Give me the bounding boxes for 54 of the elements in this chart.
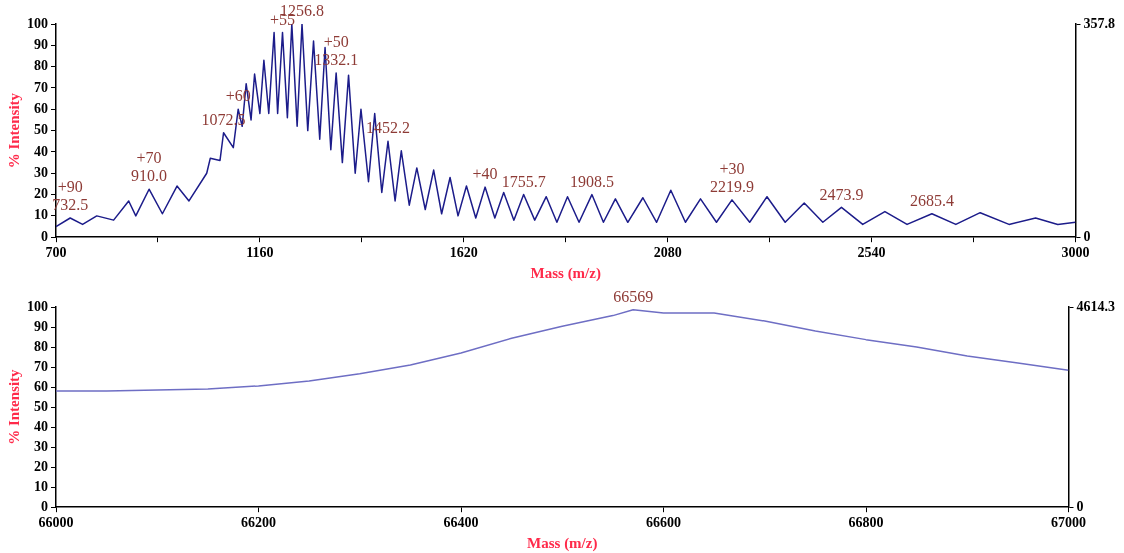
annotation: 910.0 bbox=[131, 167, 168, 185]
y-tick-label: 40 bbox=[34, 418, 48, 434]
x-tick-label: 700 bbox=[45, 245, 67, 261]
y-tick-label: 50 bbox=[34, 122, 48, 138]
y-tick-label: 40 bbox=[34, 143, 48, 159]
x-tick-label: 66600 bbox=[646, 515, 681, 531]
y-tick-label: 10 bbox=[34, 478, 48, 494]
annotation: 1755.7 bbox=[501, 172, 546, 190]
y-tick-label: 90 bbox=[34, 318, 48, 334]
x-tick-label: 66400 bbox=[443, 515, 479, 531]
annotation: 2685.4 bbox=[909, 191, 954, 209]
annotation: +40 bbox=[472, 165, 498, 183]
y-tick-label: 60 bbox=[34, 378, 48, 394]
y-tick-label: 70 bbox=[34, 358, 48, 374]
x-axis-title: Mass (m/z) bbox=[530, 264, 601, 282]
y-tick-label: 80 bbox=[34, 58, 48, 74]
y-tick-label: 10 bbox=[34, 207, 48, 223]
y-tick-label: 90 bbox=[34, 36, 48, 52]
y-tick-label: 30 bbox=[34, 438, 48, 454]
annotation: +50 bbox=[323, 33, 349, 51]
x-tick-label: 67000 bbox=[1051, 515, 1086, 531]
y-tick-label: 0 bbox=[41, 498, 48, 514]
annotation: +90 bbox=[57, 178, 83, 196]
x-tick-label: 2540 bbox=[857, 245, 886, 261]
y-tick-label: 60 bbox=[34, 100, 48, 116]
x-tick-label: 2080 bbox=[653, 245, 682, 261]
y-axis-title: % Intensity bbox=[5, 368, 22, 445]
annotation: 2219.9 bbox=[709, 178, 754, 196]
annotation: 66569 bbox=[613, 288, 654, 306]
y-tick-label: 80 bbox=[34, 338, 48, 354]
y-tick-label: 100 bbox=[27, 15, 48, 31]
y-tick-label: 100 bbox=[27, 298, 48, 314]
y-tick-label: 30 bbox=[34, 164, 48, 180]
y-tick-label: 50 bbox=[34, 398, 48, 414]
x-tick-label: 66200 bbox=[241, 515, 276, 531]
annotation: +30 bbox=[719, 160, 745, 178]
y2-tick-label: 0 bbox=[1076, 498, 1084, 514]
y2-tick-label: 0 bbox=[1083, 228, 1091, 244]
annotation: 1908.5 bbox=[569, 172, 614, 190]
y-tick-label: 0 bbox=[41, 228, 48, 244]
y-tick-label: 20 bbox=[34, 186, 48, 202]
y-axis-title: % Intensity bbox=[5, 92, 22, 169]
x-tick-label: 66800 bbox=[848, 515, 884, 531]
annotation: +70 bbox=[136, 149, 162, 167]
x-tick-label: 1160 bbox=[246, 245, 274, 261]
y-tick-label: 70 bbox=[34, 79, 48, 95]
x-tick-label: 3000 bbox=[1061, 245, 1090, 261]
x-axis-title: Mass (m/z) bbox=[527, 534, 598, 552]
annotation: 2473.9 bbox=[819, 185, 864, 203]
y-tick-label: 20 bbox=[34, 458, 48, 474]
x-tick-label: 1620 bbox=[449, 245, 478, 261]
x-tick-label: 66000 bbox=[38, 515, 74, 531]
y2-tick-label: 4614.3 bbox=[1076, 298, 1115, 314]
y2-tick-label: 357.8 bbox=[1083, 15, 1115, 31]
